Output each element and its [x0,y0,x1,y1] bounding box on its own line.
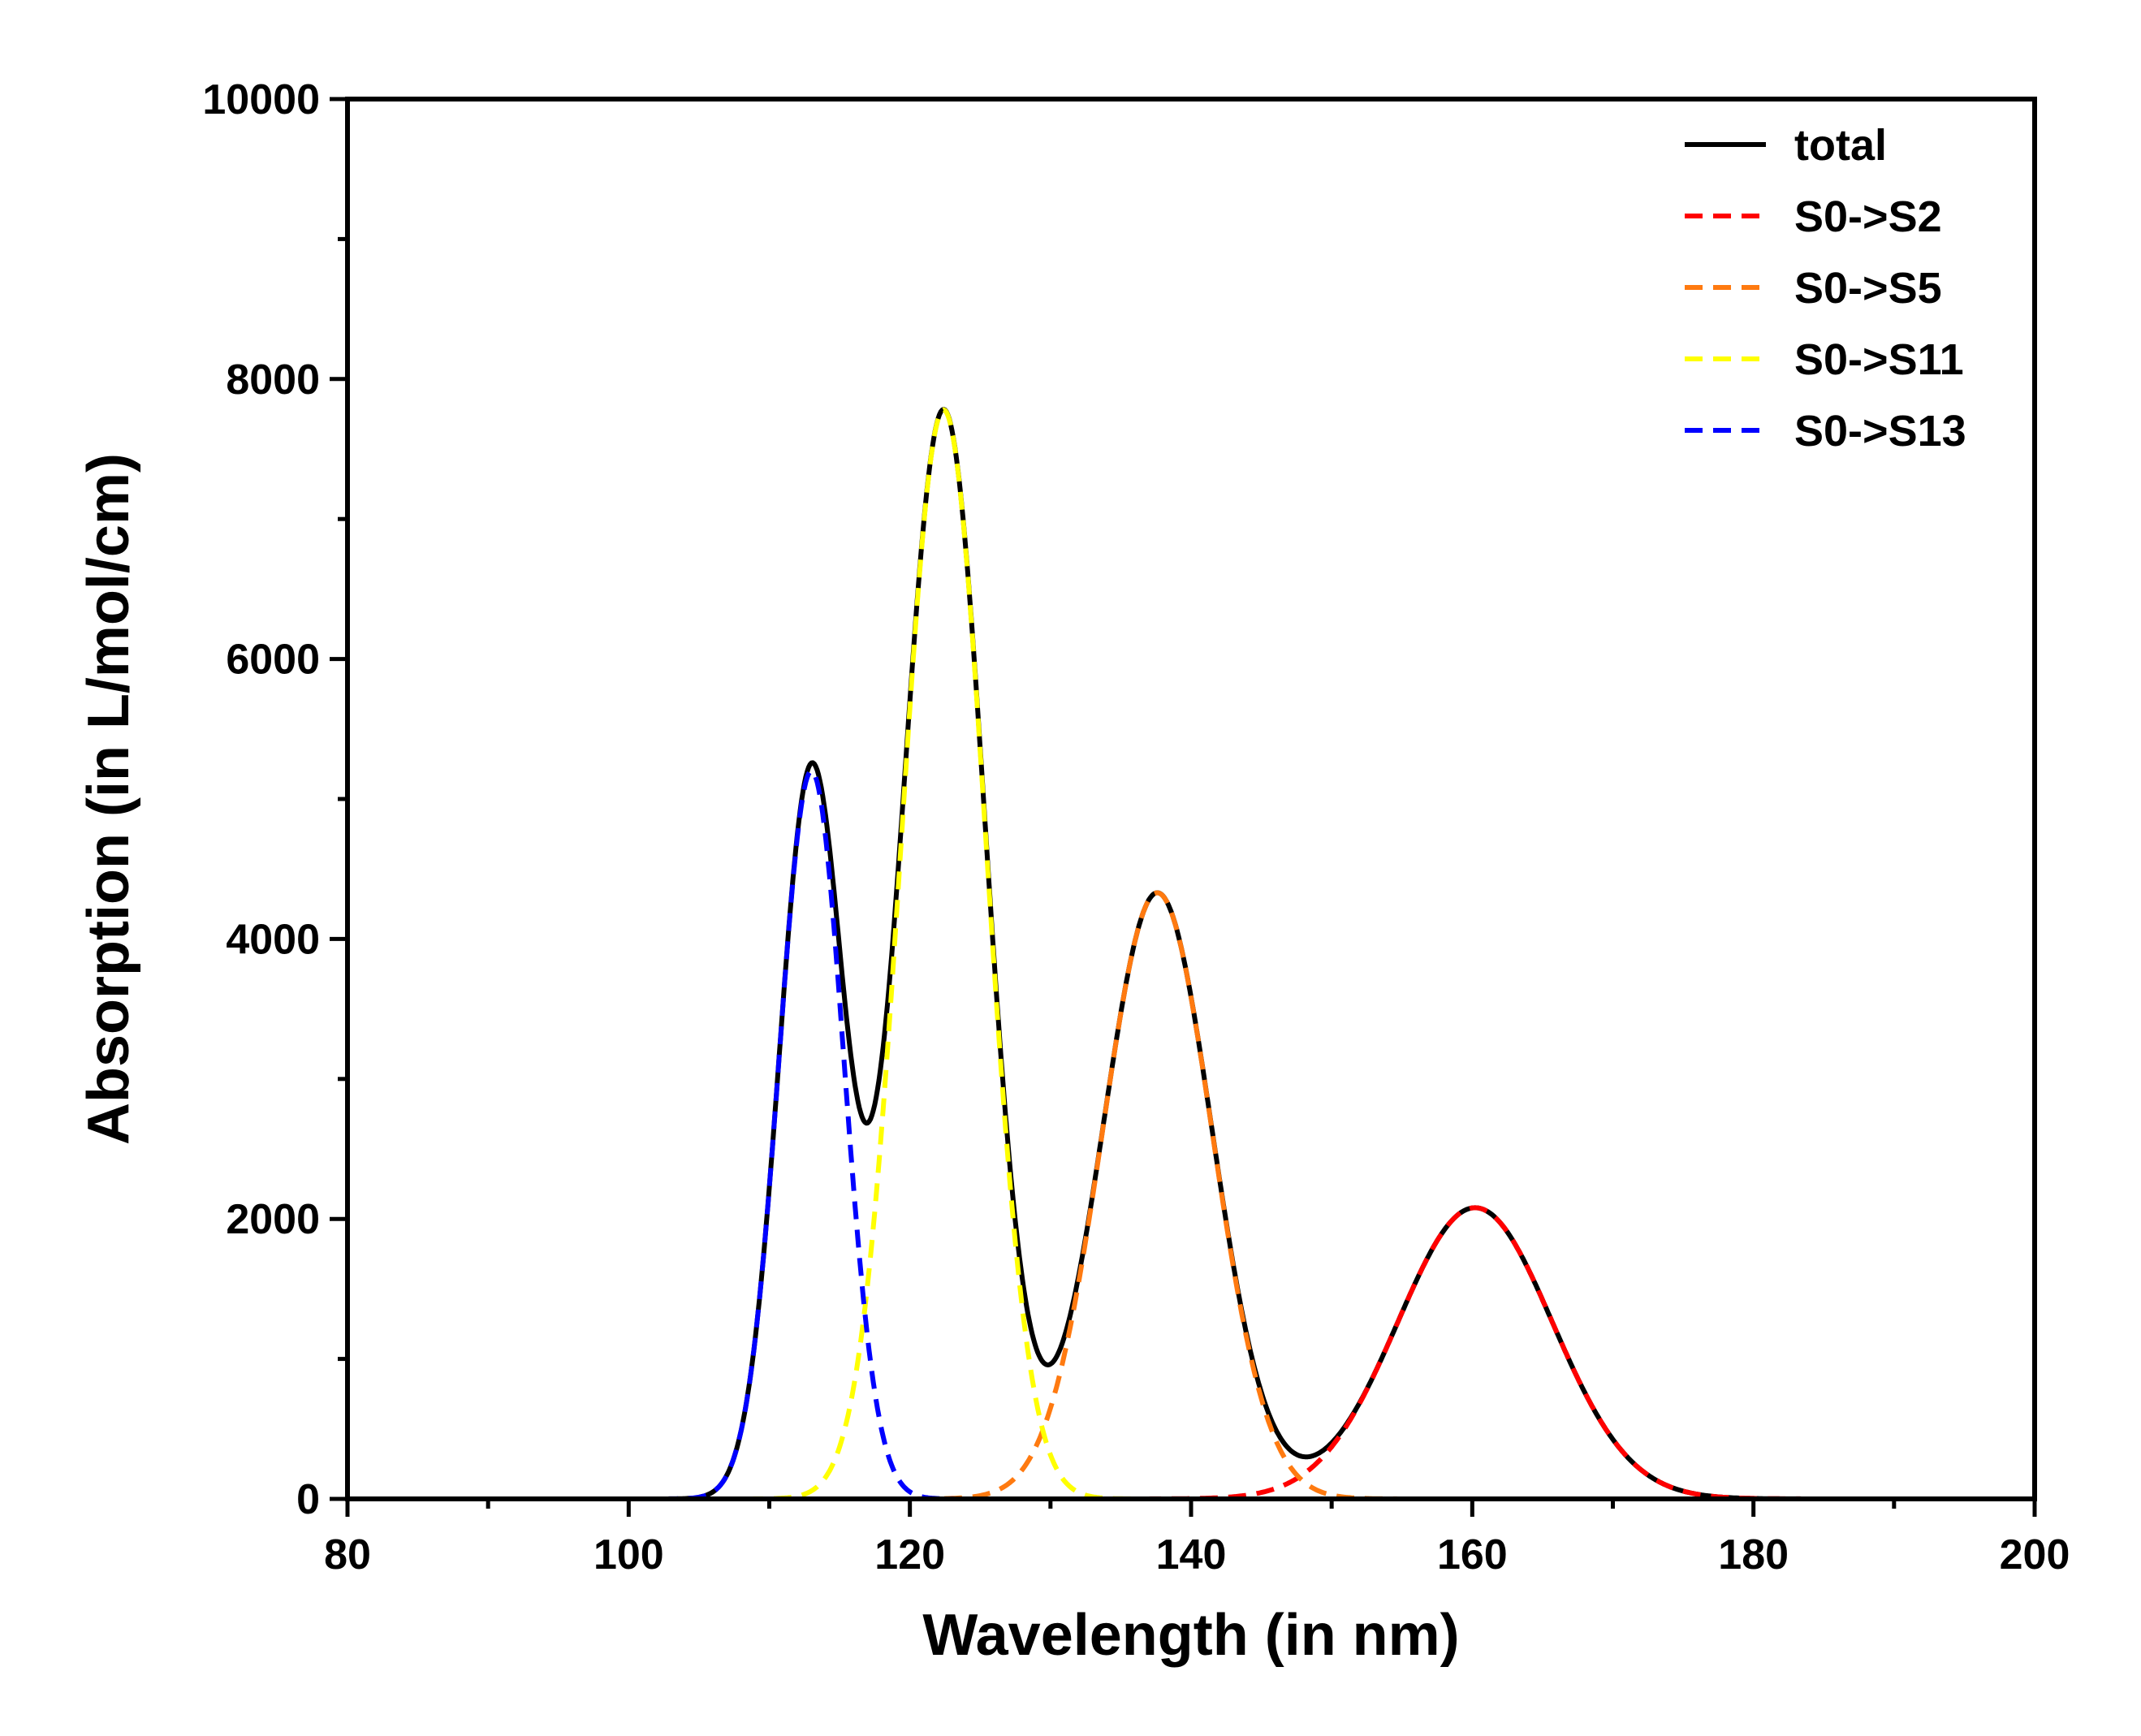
x-tick-label: 120 [874,1531,945,1578]
legend: total S0->S2 S0->S5 S0->S11 S0->S13 [1685,121,1966,456]
legend-label: S0->S5 [1794,264,1942,313]
x-tick-label: 160 [1437,1531,1508,1578]
legend-label: total [1794,121,1887,170]
y-tick-label: 0 [296,1476,320,1523]
y-axis-title: Absorption (in L/mol/cm) [76,453,141,1145]
x-tick-label: 180 [1718,1531,1789,1578]
y-tick-label: 10000 [202,76,320,123]
x-tick-label: 200 [2000,1531,2070,1578]
legend-label: S0->S11 [1794,335,1964,384]
x-axis-title: Wavelength (in nm) [922,1603,1459,1668]
y-tick-label: 8000 [226,356,320,404]
legend-label: S0->S2 [1794,192,1942,241]
y-tick-label: 2000 [226,1196,320,1243]
x-axis-tick-labels: 80 100 120 140 160 180 200 [324,1531,2070,1578]
x-axis-ticks [345,1499,2037,1517]
x-tick-label: 80 [324,1531,371,1578]
x-tick-label: 100 [594,1531,664,1578]
y-axis-tick-labels: 0 2000 4000 6000 8000 10000 [202,76,320,1523]
series-line-s0-s5 [347,890,2035,1499]
y-axis-ticks [330,97,347,1501]
x-tick-label: 140 [1156,1531,1227,1578]
y-tick-label: 4000 [226,916,320,963]
y-tick-label: 6000 [226,637,320,684]
legend-label: S0->S13 [1794,407,1966,456]
